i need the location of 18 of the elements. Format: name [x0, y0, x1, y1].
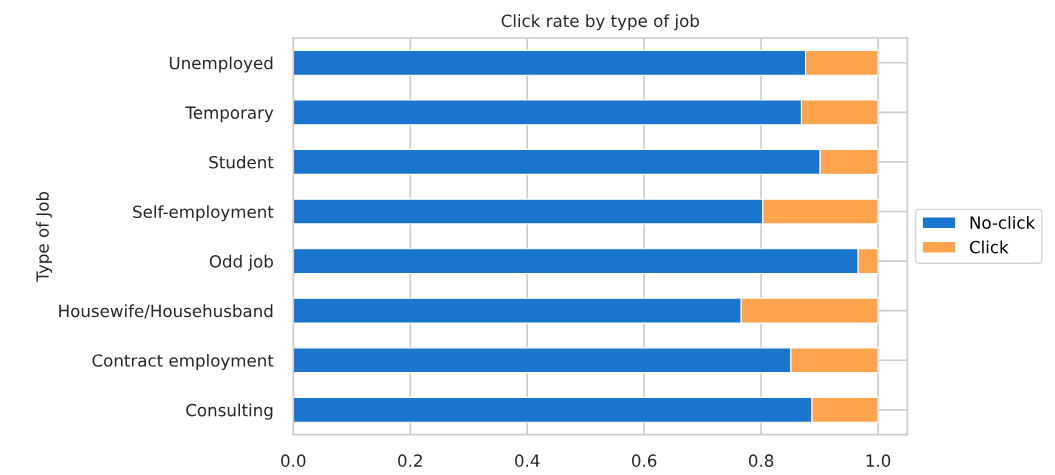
x-tick-label: 0.8	[748, 454, 774, 467]
y-tick-label: Unemployed	[169, 56, 273, 73]
chart-title: Click rate by type of job	[501, 14, 699, 31]
y-axis-title: Type of Job	[35, 191, 53, 282]
x-tick-label: 0.0	[281, 454, 306, 467]
legend-label: No-click	[970, 216, 1036, 229]
x-tick-label: 0.4	[515, 454, 540, 467]
y-tick-label: Odd job	[209, 254, 273, 271]
y-tick-label: Housewife/Househusband	[59, 304, 273, 319]
y-tick-label: Contract employment	[92, 353, 274, 371]
legend-label: Click	[969, 240, 1009, 254]
x-tick-label: 0.6	[632, 454, 657, 467]
y-tick-label: Student	[209, 155, 274, 169]
x-tick-label: 0.2	[398, 454, 422, 467]
x-tick-label: 1.0	[866, 454, 891, 467]
y-tick-label: Temporary	[185, 106, 274, 123]
y-tick-label: Self-employment	[133, 205, 274, 222]
y-tick-label: Consulting	[186, 403, 273, 420]
